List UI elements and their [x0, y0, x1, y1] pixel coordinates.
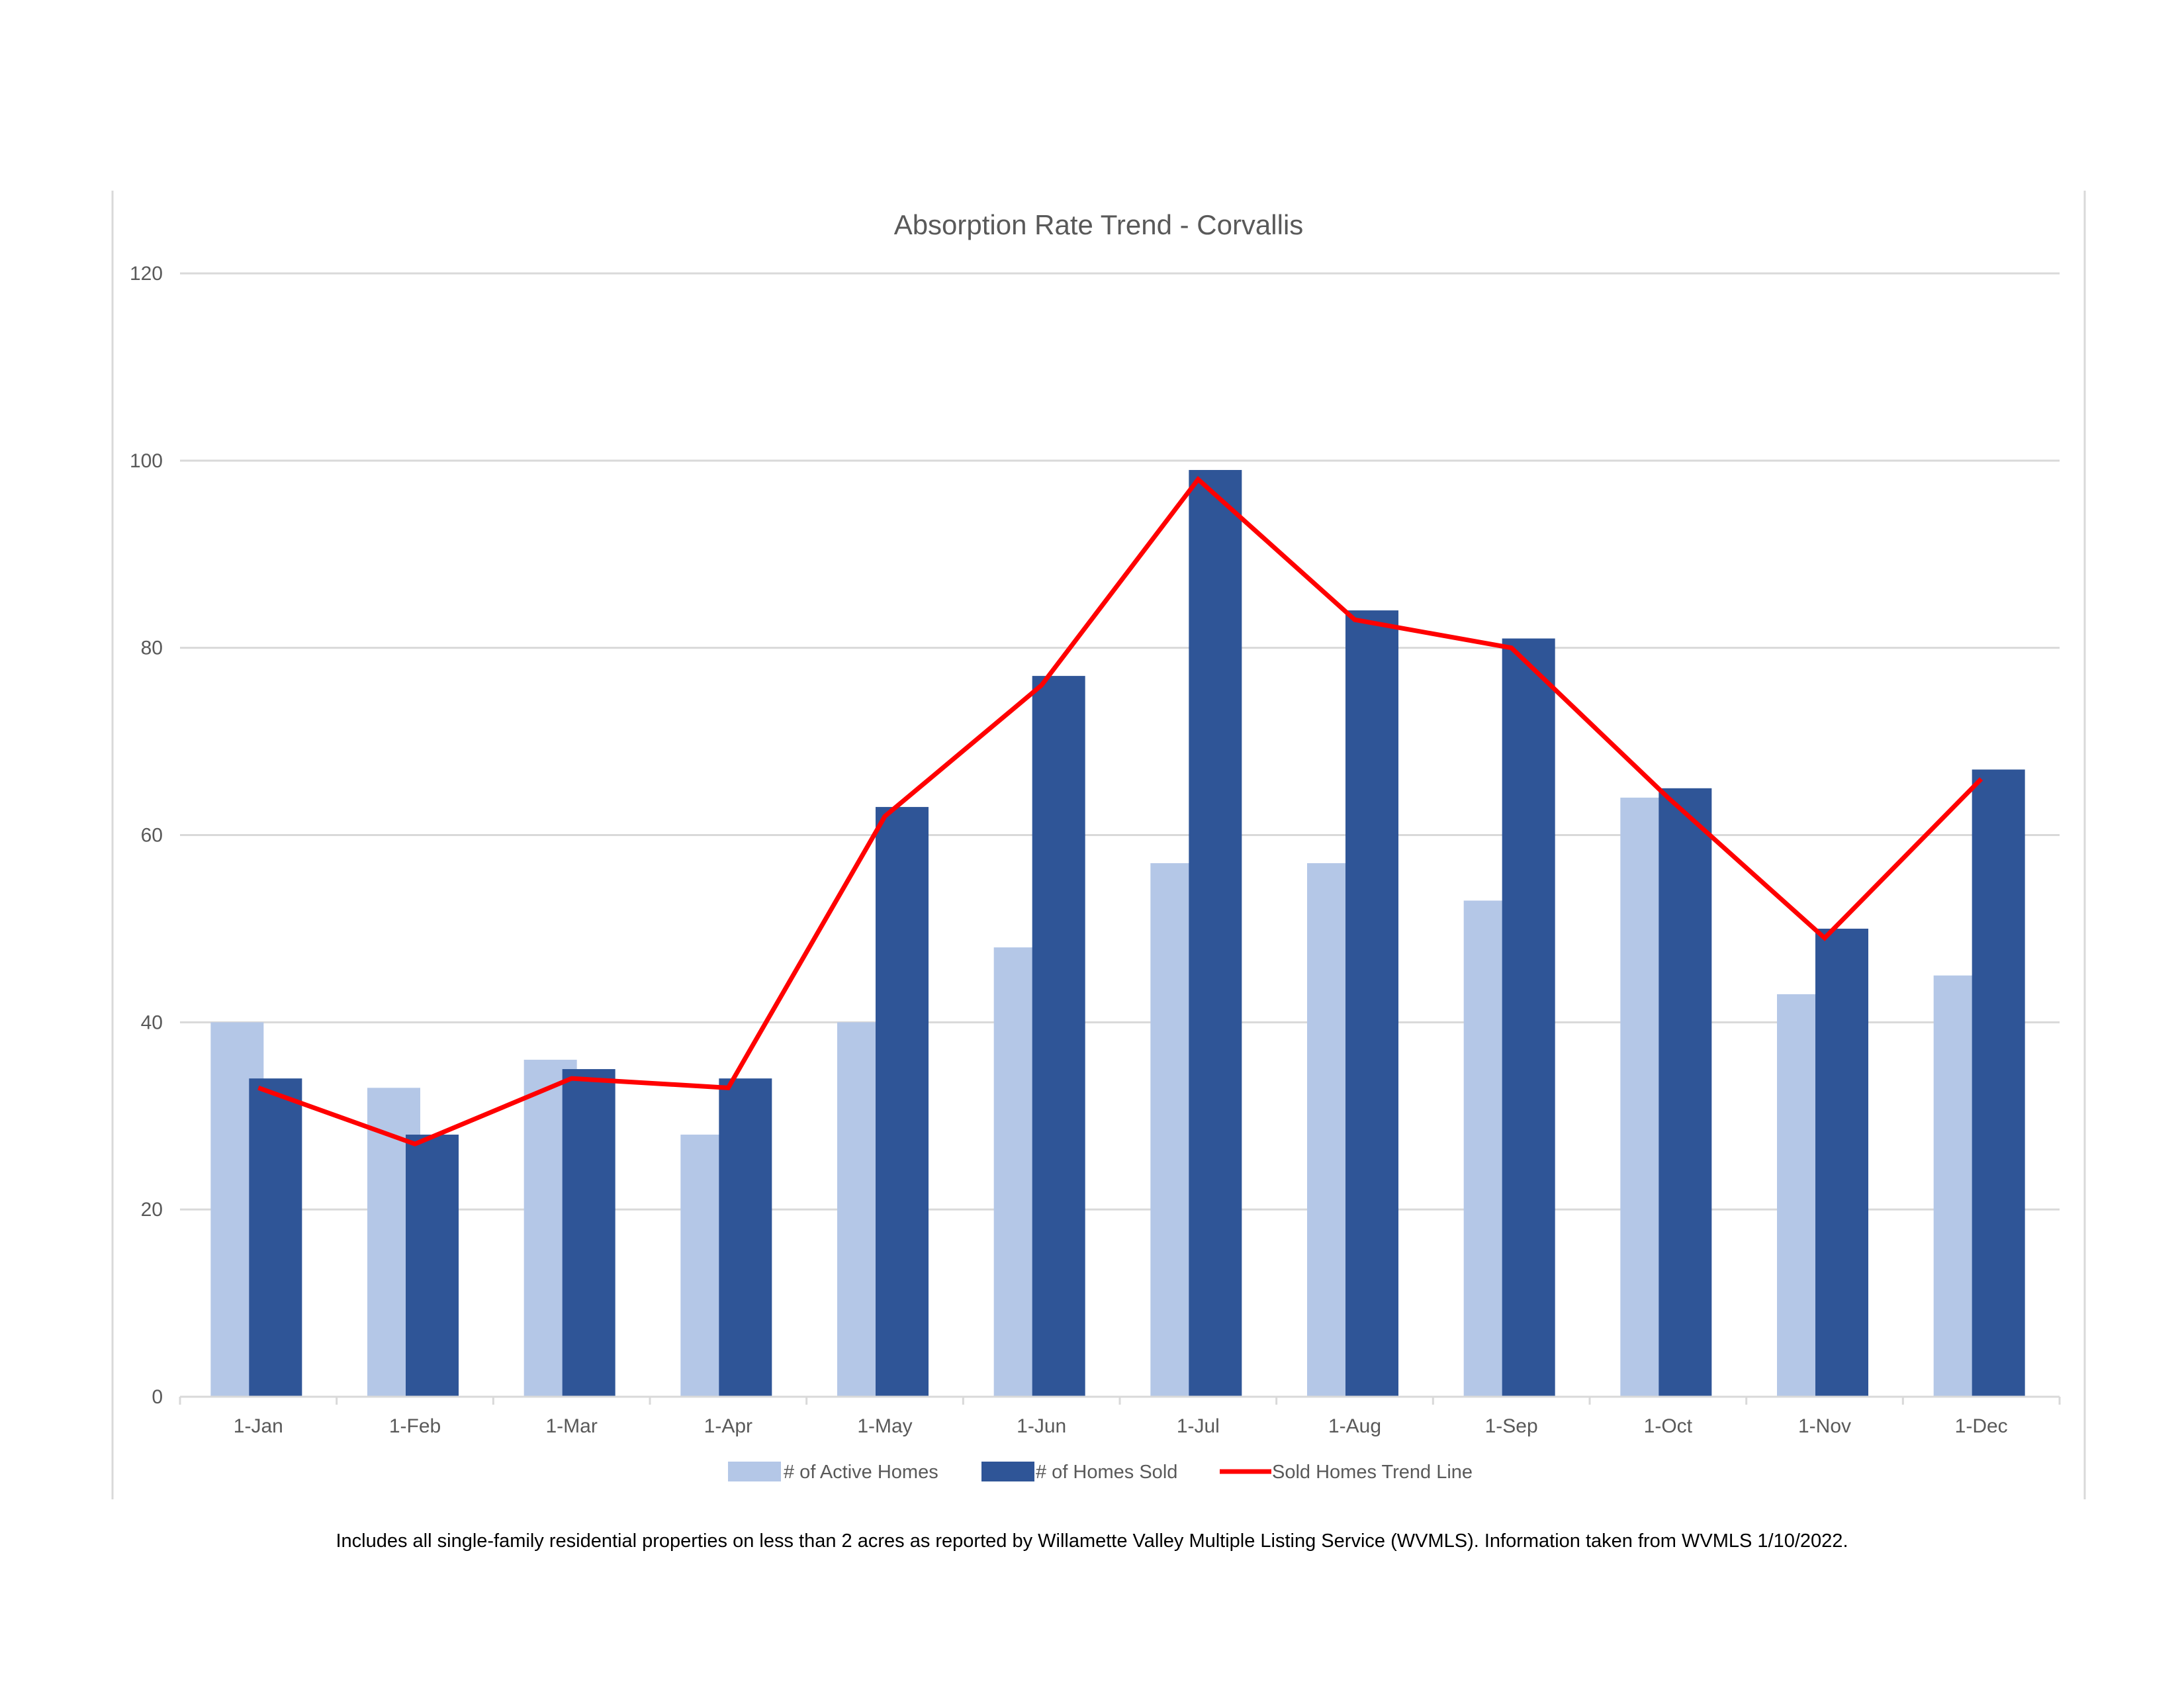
legend-label: # of Active Homes	[784, 1462, 938, 1483]
homes-sold-bar	[1345, 610, 1398, 1397]
legend: # of Active Homes # of Homes Sold Sold Hom…	[728, 1462, 1473, 1483]
x-tick-label: 1-Jan	[234, 1415, 283, 1437]
x-tick-label: 1-Aug	[1328, 1415, 1381, 1437]
x-axis: 1-Jan 1-Feb 1-Mar 1-Apr 1-May 1-Jun 1-Jul 1-Aug…	[179, 1395, 2061, 1437]
homes-sold-bar	[249, 1078, 302, 1397]
x-tick-label: 1-Oct	[1644, 1415, 1693, 1437]
legend-label: # of Homes Sold	[1036, 1462, 1177, 1483]
bars	[210, 469, 2025, 1397]
y-tick-label: 100	[130, 450, 163, 472]
x-tick-label: 1-Sep	[1485, 1415, 1538, 1437]
sold-homes-trend-line	[257, 475, 1983, 1147]
y-axis-ticks: 0 20 40 60 80 100 120	[130, 263, 163, 1408]
legend-swatch	[981, 1462, 1034, 1481]
y-tick-label: 20	[141, 1199, 163, 1221]
homes-sold-bar	[406, 1135, 459, 1397]
chart-title: Absorption Rate Trend - Corvallis	[894, 209, 1304, 240]
y-tick-label: 60	[141, 825, 163, 847]
homes-sold-bar	[1815, 928, 1868, 1397]
gridlines	[180, 272, 2060, 1211]
y-tick-label: 120	[130, 263, 163, 285]
trend-line-layer	[257, 475, 1983, 1147]
x-tick-label: 1-Jul	[1177, 1415, 1220, 1437]
homes-sold-bar	[1032, 676, 1085, 1397]
homes-sold-bar	[1659, 788, 1712, 1397]
homes-sold-bar	[1502, 638, 1555, 1397]
homes-sold-bar	[719, 1078, 772, 1397]
x-tick-label: 1-Nov	[1798, 1415, 1851, 1437]
homes-sold-bar	[1189, 469, 1242, 1397]
x-tick-label: 1-Mar	[545, 1415, 597, 1437]
legend-swatch	[728, 1462, 781, 1481]
x-tick-label: 1-Apr	[704, 1415, 752, 1437]
homes-sold-bar	[562, 1069, 615, 1397]
homes-sold-bar	[876, 807, 929, 1397]
y-tick-label: 80	[141, 637, 163, 659]
y-tick-label: 40	[141, 1011, 163, 1033]
x-tick-label: 1-Dec	[1955, 1415, 2008, 1437]
footnote: Includes all single-family residential p…	[336, 1530, 1848, 1552]
homes-sold-bar	[1972, 769, 2025, 1397]
x-tick-label: 1-Feb	[389, 1415, 441, 1437]
x-tick-label: 1-May	[857, 1415, 912, 1437]
legend-label: Sold Homes Trend Line	[1272, 1462, 1473, 1483]
y-tick-label: 0	[152, 1386, 163, 1408]
x-tick-label: 1-Jun	[1017, 1415, 1066, 1437]
